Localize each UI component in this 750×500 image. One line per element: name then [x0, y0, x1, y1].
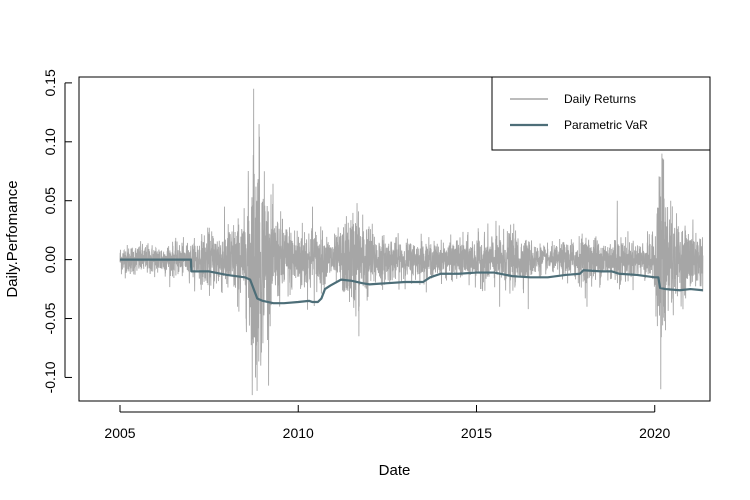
x-tick-label: 2010 — [283, 425, 314, 441]
parametric-var-line — [120, 258, 703, 305]
y-tick-label: 0.05 — [42, 187, 58, 214]
y-axis-title: Daily.Perfomance — [4, 180, 21, 297]
x-tick-label: 2015 — [461, 425, 492, 441]
x-tick-label: 2020 — [639, 425, 670, 441]
x-axis: 2005 2010 2015 2020 — [104, 405, 671, 441]
y-tick-label: 0.00 — [42, 246, 58, 273]
plot-frame — [78, 76, 711, 402]
legend: Daily Returns Parametric VaR — [491, 76, 711, 151]
parametric-var-series — [120, 258, 703, 305]
daily-returns-series — [119, 88, 704, 396]
x-axis-title: Date — [379, 462, 411, 479]
legend-label-daily-returns: Daily Returns — [564, 92, 636, 106]
x-tick-label: 2005 — [104, 425, 135, 441]
y-axis: -0.10 -0.05 0.00 0.05 0.10 0.15 — [42, 69, 72, 393]
legend-box — [491, 76, 711, 151]
y-tick-label: 0.10 — [42, 128, 58, 155]
legend-label-parametric-var: Parametric VaR — [564, 118, 648, 132]
y-tick-label: 0.15 — [42, 69, 58, 96]
y-tick-label: -0.05 — [42, 302, 58, 334]
y-tick-label: -0.10 — [42, 361, 58, 393]
daily-returns-line — [119, 88, 704, 396]
